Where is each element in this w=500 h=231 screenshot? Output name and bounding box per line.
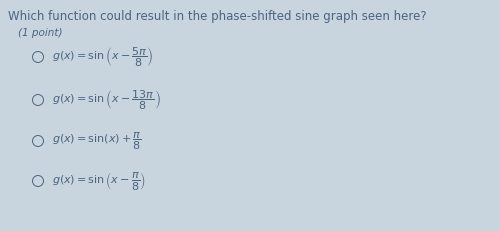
Text: $g(x) = \sin\left(x - \dfrac{5\pi}{8}\right)$: $g(x) = \sin\left(x - \dfrac{5\pi}{8}\ri… (52, 45, 154, 69)
Text: $g(x) = \sin\left(x - \dfrac{13\pi}{8}\right)$: $g(x) = \sin\left(x - \dfrac{13\pi}{8}\r… (52, 88, 160, 112)
Text: $g(x) = \sin\left(x - \dfrac{\pi}{8}\right)$: $g(x) = \sin\left(x - \dfrac{\pi}{8}\rig… (52, 170, 146, 192)
Text: $g(x) = \sin(x) + \dfrac{\pi}{8}$: $g(x) = \sin(x) + \dfrac{\pi}{8}$ (52, 130, 142, 152)
Text: (1 point): (1 point) (18, 28, 62, 38)
Text: Which function could result in the phase-shifted sine graph seen here?: Which function could result in the phase… (8, 10, 426, 23)
